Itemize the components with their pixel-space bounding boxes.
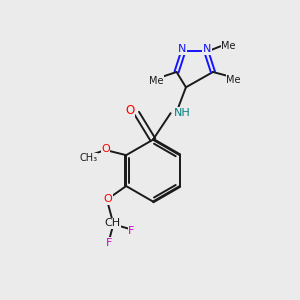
Text: O: O xyxy=(126,104,135,117)
Text: methoxy: methoxy xyxy=(84,156,91,158)
Text: NH: NH xyxy=(173,108,190,118)
Text: Me: Me xyxy=(221,41,236,51)
Text: CH: CH xyxy=(104,218,120,229)
Text: O: O xyxy=(103,194,112,204)
Text: F: F xyxy=(106,238,112,248)
Text: O: O xyxy=(101,144,110,154)
Text: methoxy: methoxy xyxy=(83,158,89,160)
Text: N: N xyxy=(203,44,212,54)
Text: N: N xyxy=(178,44,187,54)
Text: F: F xyxy=(128,226,135,236)
Text: CH₃: CH₃ xyxy=(80,153,98,163)
Text: Me: Me xyxy=(226,75,241,85)
Text: Me: Me xyxy=(149,76,164,85)
